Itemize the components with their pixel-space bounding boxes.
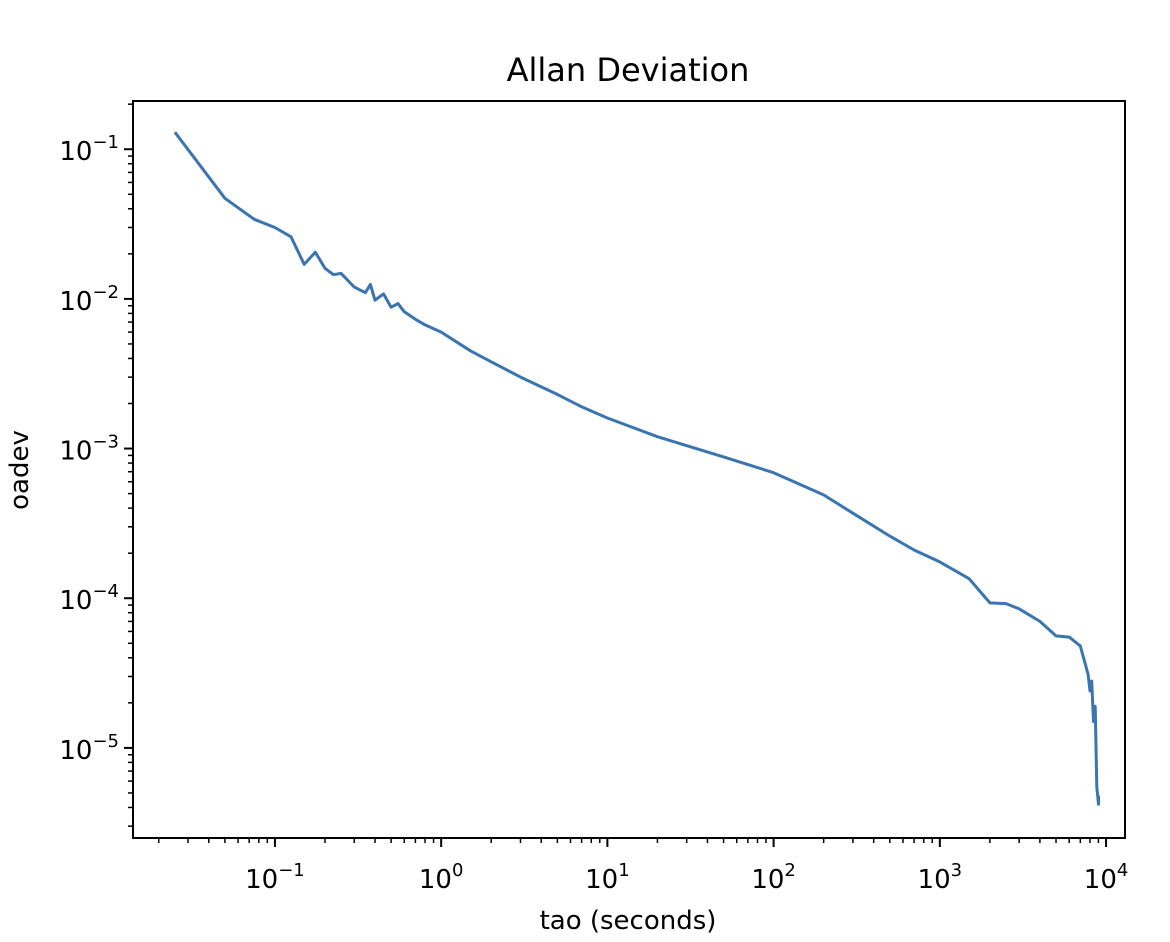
x-tick-label: 101 (585, 860, 630, 895)
y-axis-ticks: 10−1 10−2 10−3 10−4 10−5 (59, 132, 133, 766)
x-tick-label: 104 (1084, 860, 1129, 895)
y-tick-label: 10−4 (59, 581, 119, 616)
chart-title: Allan Deviation (507, 51, 750, 89)
y-tick-label: 10−3 (59, 432, 119, 467)
x-tick-label: 102 (751, 860, 796, 895)
y-tick-label: 10−1 (59, 132, 119, 167)
minor-ticks (128, 103, 1100, 843)
x-axis-ticks: 10−1 100 101 102 103 104 (245, 838, 1128, 895)
x-axis-label: tao (seconds) (540, 906, 717, 936)
x-tick-label: 100 (419, 860, 464, 895)
x-tick-label: 10−1 (245, 860, 305, 895)
y-tick-label: 10−5 (59, 731, 119, 766)
series-line-oadev (173, 131, 1100, 806)
plot-frame (132, 100, 1126, 839)
y-tick-label: 10−2 (59, 282, 119, 317)
y-axis-label: oadev (5, 430, 35, 510)
x-tick-label: 103 (918, 860, 963, 895)
plot-area: 10−1 100 101 102 103 104 10−1 10−2 10−3 10−4 10−5 (59, 100, 1128, 895)
